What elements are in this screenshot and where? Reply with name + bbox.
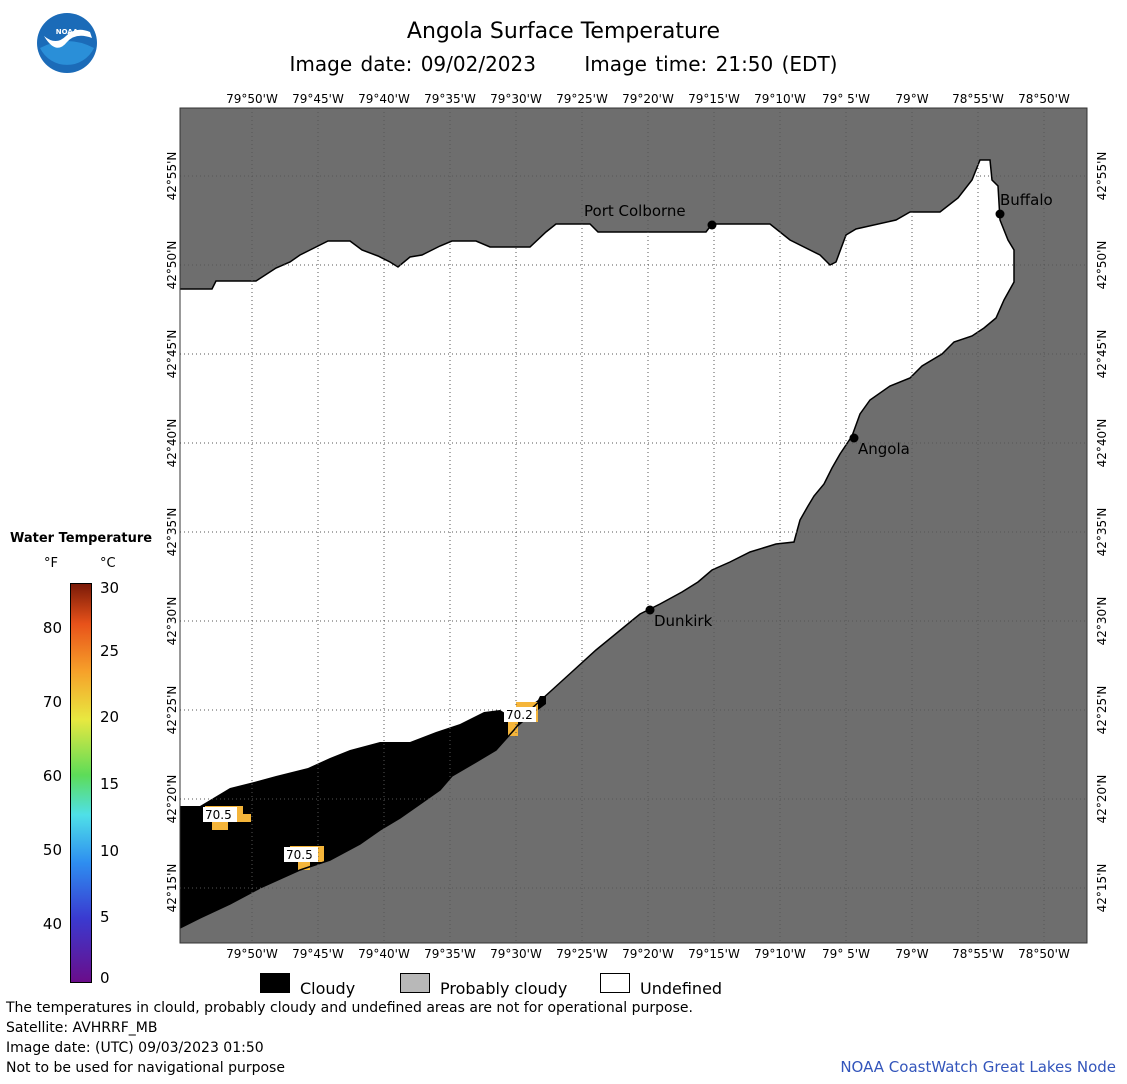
lon-label-bottom: 79° 5'W: [822, 947, 870, 961]
footer-satellite: Satellite: AVHRRF_MB: [6, 1020, 158, 1036]
lat-label-left: 42°15'N: [165, 864, 179, 913]
legend-label-cloudy: Cloudy: [300, 979, 356, 998]
lat-label-left: 42°25'N: [165, 686, 179, 735]
lon-label-top: 79° 5'W: [822, 92, 870, 106]
city-label-port-colborne: Port Colborne: [584, 202, 686, 220]
c-tick: 15: [100, 775, 120, 793]
city-dot-dunkirk: [645, 605, 655, 615]
footer-disclaimer: The temperatures in clould, probably clo…: [6, 1000, 693, 1016]
c-tick: 5: [100, 908, 110, 926]
colorbar-unit-c: °C: [100, 556, 116, 571]
lon-label-bottom: 79°10'W: [754, 947, 806, 961]
page-title: Angola Surface Temperature: [406, 19, 721, 44]
lon-label-top: 79°40'W: [358, 92, 410, 106]
f-tick: 60: [42, 767, 62, 785]
footer-credit: NOAA CoastWatch Great Lakes Node: [840, 1058, 1116, 1076]
lon-label-top: 79°35'W: [424, 92, 476, 106]
image-datetime: Image date: 09/02/2023 Image time: 21:50…: [0, 50, 1127, 78]
footer-nav-warning: Not to be used for navigational purpose: [6, 1060, 285, 1076]
temperature-map: 79°50'W 79°45'W 79°40'W 79°35'W 79°30'W …: [165, 92, 1109, 961]
temp-label: 70.5: [205, 808, 232, 822]
city-label-buffalo: Buffalo: [1000, 191, 1053, 209]
footer-utc-date: Image date: (UTC) 09/03/2023 01:50: [6, 1040, 264, 1056]
lat-label-right: 42°20'N: [1095, 775, 1109, 824]
lon-label-bottom: 78°55'W: [952, 947, 1004, 961]
lon-label-top: 78°50'W: [1018, 92, 1070, 106]
noaa-logo: NOAA: [37, 13, 97, 73]
lon-label-bottom: 79°40'W: [358, 947, 410, 961]
lat-label-left: 42°35'N: [165, 508, 179, 557]
lon-label-bottom: 79°W: [895, 947, 928, 961]
lon-label-bottom: 79°50'W: [226, 947, 278, 961]
colorbar: [70, 583, 92, 983]
lon-label-bottom: 79°45'W: [292, 947, 344, 961]
lon-label-top: 78°55'W: [952, 92, 1004, 106]
lat-label-left: 42°45'N: [165, 330, 179, 379]
lat-label-left: 42°40'N: [165, 419, 179, 468]
city-dot-port-colborne: [707, 220, 717, 230]
c-tick: 25: [100, 642, 120, 660]
legend-label-probably-cloudy: Probably cloudy: [440, 979, 568, 998]
lon-label-bottom: 79°30'W: [490, 947, 542, 961]
lon-label-bottom: 79°25'W: [556, 947, 608, 961]
svg-text:NOAA: NOAA: [56, 28, 79, 36]
lon-label-top: 79°15'W: [688, 92, 740, 106]
lon-label-bottom: 78°50'W: [1018, 947, 1070, 961]
lat-label-right: 42°45'N: [1095, 330, 1109, 379]
lat-label-left: 42°50'N: [165, 241, 179, 290]
c-tick: 20: [100, 708, 120, 726]
legend-swatch-probably-cloudy: [400, 973, 430, 993]
lon-label-bottom: 79°35'W: [424, 947, 476, 961]
lon-label-top: 79°10'W: [754, 92, 806, 106]
lat-label-right: 42°30'N: [1095, 597, 1109, 646]
city-label-angola: Angola: [858, 440, 910, 458]
temp-label: 70.5: [286, 848, 313, 862]
c-tick: 10: [100, 842, 120, 860]
lat-label-left: 42°20'N: [165, 775, 179, 824]
lon-label-top: 79°W: [895, 92, 928, 106]
lon-label-bottom: 79°15'W: [688, 947, 740, 961]
f-tick: 50: [42, 841, 62, 859]
lat-label-right: 42°25'N: [1095, 686, 1109, 735]
legend-swatch-cloudy: [260, 973, 290, 993]
colorbar-title: Water Temperature: [10, 531, 153, 546]
undefined-water-region: [180, 160, 1014, 928]
cloudy-region: [180, 696, 546, 928]
f-tick: 80: [42, 619, 62, 637]
legend-swatch-undefined: [600, 973, 630, 993]
temp-label: 70.2: [506, 708, 533, 722]
image-date: Image date: 09/02/2023: [289, 52, 536, 76]
lat-label-right: 42°35'N: [1095, 508, 1109, 557]
c-tick: 0: [100, 969, 110, 987]
lat-label-left: 42°30'N: [165, 597, 179, 646]
lon-label-bottom: 79°20'W: [622, 947, 674, 961]
lat-label-left: 42°55'N: [165, 152, 179, 201]
legend-label-undefined: Undefined: [640, 979, 723, 998]
colorbar-unit-f: °F: [44, 556, 58, 571]
lon-label-top: 79°30'W: [490, 92, 542, 106]
lat-label-right: 42°15'N: [1095, 864, 1109, 913]
lon-label-top: 79°50'W: [226, 92, 278, 106]
lat-label-right: 42°50'N: [1095, 241, 1109, 290]
city-dot-angola: [849, 433, 859, 443]
f-tick: 40: [42, 915, 62, 933]
c-tick: 30: [100, 579, 120, 597]
lon-label-top: 79°20'W: [622, 92, 674, 106]
f-tick: 70: [42, 693, 62, 711]
lat-label-right: 42°55'N: [1095, 152, 1109, 201]
lat-label-right: 42°40'N: [1095, 419, 1109, 468]
image-time: Image time: 21:50 (EDT): [584, 52, 838, 76]
city-label-dunkirk: Dunkirk: [654, 612, 713, 630]
coastline: [179, 159, 1015, 929]
lon-label-top: 79°45'W: [292, 92, 344, 106]
lon-label-top: 79°25'W: [556, 92, 608, 106]
city-dot-buffalo: [995, 209, 1005, 219]
